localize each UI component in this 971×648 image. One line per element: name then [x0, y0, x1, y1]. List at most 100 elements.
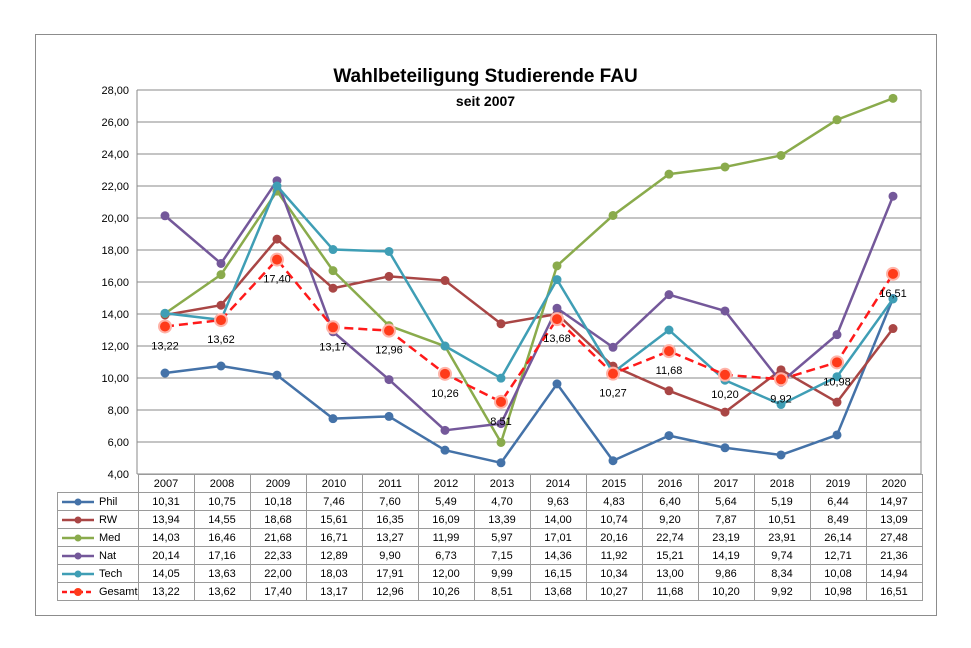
data-point-tech [664, 325, 674, 335]
x-tick-label: 2007 [137, 474, 195, 493]
table-cell: 11,92 [585, 546, 643, 565]
x-tick-label: 2011 [361, 474, 419, 493]
data-point-med [496, 437, 506, 447]
table-cell: 9,74 [753, 546, 811, 565]
table-cell: 9,20 [641, 510, 699, 529]
table-cell: 5,64 [697, 492, 755, 511]
y-tick-label: 6,00 [108, 437, 129, 449]
data-point-phil [328, 414, 338, 424]
y-tick-label: 28,00 [101, 85, 129, 97]
data-point-tech [440, 341, 450, 351]
table-cell: 13,63 [193, 564, 251, 583]
table-cell: 10,51 [753, 510, 811, 529]
x-tick-label: 2017 [697, 474, 755, 493]
y-tick-label: 24,00 [101, 149, 129, 161]
table-cell: 11,99 [417, 528, 475, 547]
data-point-gesamt [270, 252, 284, 267]
data-point-tech [888, 294, 898, 304]
data-point-tech [160, 308, 170, 318]
data-point-rw [216, 300, 226, 310]
table-cell: 26,14 [809, 528, 867, 547]
table-cell: 16,35 [361, 510, 419, 529]
table-cell: 13,09 [865, 510, 923, 529]
legend-label-med: Med [99, 531, 121, 544]
table-cell: 23,19 [697, 528, 755, 547]
data-point-phil [440, 445, 450, 455]
data-point-med [720, 162, 730, 172]
data-point-nat [160, 211, 170, 221]
table-cell: 22,74 [641, 528, 699, 547]
table-cell: 14,36 [529, 546, 587, 565]
table-cell: 10,74 [585, 510, 643, 529]
data-point-gesamt [214, 313, 228, 328]
legend-entry-nat: Nat [57, 546, 139, 565]
legend-label-nat: Nat [99, 549, 117, 562]
table-cell: 9,99 [473, 564, 531, 583]
data-table: 2007 2008 2009 2010 2011 2012 2013 2014 2015 2016… [57, 474, 923, 601]
data-label-gesamt: 8,51 [490, 416, 511, 428]
legend-key-nat [62, 552, 94, 560]
legend-key-rw [62, 516, 94, 524]
data-point-tech [272, 181, 282, 191]
table-row-med: Med 14,03 16,46 21,68 16,71 13,27 11,99 5,97 17,… [57, 528, 923, 547]
data-point-phil [720, 443, 730, 453]
data-point-med [552, 261, 562, 271]
data-point-tech [832, 372, 842, 382]
data-label-gesamt: 17,40 [263, 274, 291, 286]
legend-entry-gesamt: Gesamt [57, 582, 139, 601]
table-cell: 10,20 [697, 582, 755, 601]
table-cell: 10,18 [249, 492, 307, 511]
legend-entry-tech: Tech [57, 564, 139, 583]
chart-title: Wahlbeteiligung Studierende FAU [333, 66, 638, 87]
data-point-phil [496, 458, 506, 468]
data-point-nat [832, 330, 842, 340]
legend-entry-med: Med [57, 528, 139, 547]
x-tick-label: 2012 [417, 474, 475, 493]
data-point-phil [272, 370, 282, 380]
table-cell: 4,83 [585, 492, 643, 511]
legend-label-gesamt: Gesamt [99, 585, 138, 598]
table-cell: 20,16 [585, 528, 643, 547]
data-point-tech [328, 245, 338, 255]
data-point-gesamt [326, 320, 340, 335]
table-cell: 21,36 [865, 546, 923, 565]
data-point-gesamt [718, 367, 732, 382]
table-cell: 13,00 [641, 564, 699, 583]
y-tick-label: 10,00 [101, 373, 129, 385]
table-cell: 15,21 [641, 546, 699, 565]
data-point-gesamt [774, 372, 788, 387]
table-cell: 16,46 [193, 528, 251, 547]
legend-key-gesamt [62, 587, 94, 596]
data-point-gesamt [382, 323, 396, 338]
data-label-gesamt: 13,68 [543, 333, 571, 345]
table-cell: 13,62 [193, 582, 251, 601]
table-cell: 10,31 [137, 492, 195, 511]
table-cell: 10,08 [809, 564, 867, 583]
data-point-rw [272, 234, 282, 244]
data-point-gesamt [662, 344, 676, 359]
table-cell: 13,94 [137, 510, 195, 529]
table-cell: 5,97 [473, 528, 531, 547]
y-tick-label: 12,00 [101, 341, 129, 353]
legend-entry-rw: RW [57, 510, 139, 529]
table-cell: 10,27 [585, 582, 643, 601]
table-cell: 17,16 [193, 546, 251, 565]
data-label-gesamt: 16,51 [879, 288, 907, 300]
data-point-nat [664, 290, 674, 300]
data-label-gesamt: 12,96 [375, 345, 403, 357]
data-point-nat [720, 306, 730, 316]
table-cell: 13,22 [137, 582, 195, 601]
x-tick-label: 2016 [641, 474, 699, 493]
data-point-rw [720, 407, 730, 417]
data-point-med [832, 115, 842, 125]
data-point-nat [608, 342, 618, 352]
table-row-tech: Tech 14,05 13,63 22,00 18,03 17,91 12,00 9,99 16… [57, 564, 923, 583]
series-line-nat [164, 179, 895, 432]
table-row-rw: RW 13,94 14,55 18,68 15,61 16,35 16,09 13,39 14,… [57, 510, 923, 529]
table-cell: 14,05 [137, 564, 195, 583]
data-point-rw [664, 386, 674, 396]
legend-key-med [62, 534, 94, 542]
table-cell: 8,51 [473, 582, 531, 601]
table-cell: 16,51 [865, 582, 923, 601]
data-point-tech [496, 373, 506, 383]
